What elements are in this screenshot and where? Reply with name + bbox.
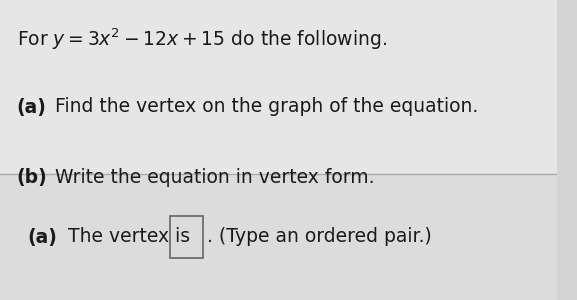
- Text: For $y=3x^2-12x+15$ do the following.: For $y=3x^2-12x+15$ do the following.: [17, 27, 387, 52]
- FancyBboxPatch shape: [0, 0, 557, 174]
- Text: (b): (b): [17, 168, 47, 187]
- Text: Write the equation in vertex form.: Write the equation in vertex form.: [55, 168, 374, 187]
- Text: The vertex is: The vertex is: [68, 227, 190, 247]
- Text: (a): (a): [28, 227, 58, 247]
- Text: (a): (a): [17, 98, 47, 116]
- FancyBboxPatch shape: [170, 216, 203, 258]
- Text: Find the vertex on the graph of the equation.: Find the vertex on the graph of the equa…: [55, 98, 478, 116]
- Text: . (Type an ordered pair.): . (Type an ordered pair.): [207, 227, 432, 247]
- FancyBboxPatch shape: [0, 174, 557, 300]
